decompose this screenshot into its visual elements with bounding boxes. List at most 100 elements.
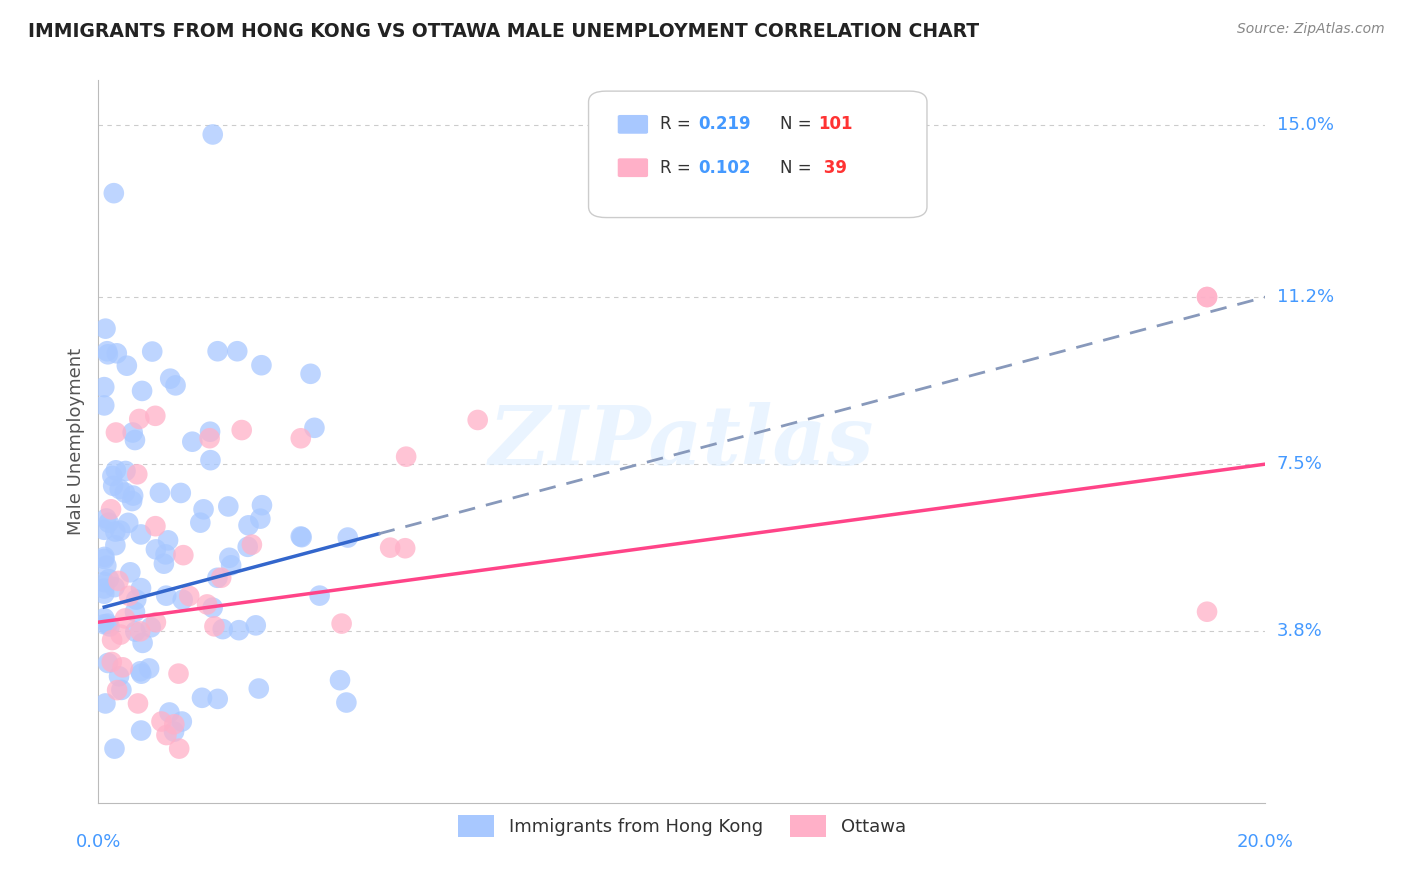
Point	[94, 321, 117, 335]
Point	[105, 683, 128, 698]
Point	[250, 498, 273, 512]
Point	[170, 714, 193, 729]
Point	[145, 615, 167, 630]
Point	[200, 453, 222, 467]
Point	[204, 619, 226, 633]
Text: 11.2%: 11.2%	[1277, 288, 1334, 306]
Point	[118, 589, 141, 603]
Text: 0.219: 0.219	[699, 115, 751, 133]
Point	[129, 624, 152, 639]
Point	[299, 367, 322, 381]
Point	[1195, 290, 1218, 304]
Point	[110, 524, 132, 538]
Point	[110, 682, 132, 697]
Point	[201, 600, 224, 615]
Point	[93, 398, 115, 412]
Point	[179, 589, 201, 603]
Point	[155, 728, 177, 742]
Legend: Immigrants from Hong Kong, Ottawa: Immigrants from Hong Kong, Ottawa	[451, 808, 912, 845]
Point	[97, 516, 120, 530]
Point	[124, 433, 146, 447]
Point	[249, 511, 271, 525]
Point	[167, 666, 190, 681]
Point	[114, 611, 136, 625]
Point	[163, 724, 186, 739]
Point	[104, 425, 127, 440]
Point	[103, 741, 125, 756]
Text: 15.0%: 15.0%	[1277, 117, 1333, 135]
Text: 7.5%: 7.5%	[1277, 455, 1323, 473]
Point	[290, 431, 312, 445]
Point	[97, 572, 120, 586]
Point	[115, 359, 138, 373]
Point	[226, 344, 249, 359]
Point	[104, 538, 127, 552]
Point	[129, 665, 152, 679]
Point	[170, 486, 193, 500]
Point	[103, 580, 125, 594]
Point	[231, 423, 253, 437]
Point	[110, 627, 132, 641]
Point	[141, 344, 163, 359]
Point	[380, 541, 402, 555]
Point	[145, 519, 167, 533]
Point	[172, 548, 194, 562]
Point	[100, 502, 122, 516]
Point	[165, 378, 187, 392]
Text: 0.102: 0.102	[699, 159, 751, 177]
Point	[100, 655, 122, 669]
Point	[96, 511, 118, 525]
Point	[97, 347, 120, 361]
Point	[131, 636, 153, 650]
Text: 39: 39	[818, 159, 848, 177]
Point	[238, 518, 260, 533]
Point	[111, 660, 134, 674]
Point	[193, 502, 215, 516]
Point	[131, 666, 153, 681]
Point	[304, 421, 326, 435]
Text: N =: N =	[780, 159, 817, 177]
Point	[108, 482, 131, 496]
Point	[240, 538, 263, 552]
Point	[153, 557, 176, 571]
Text: R =: R =	[659, 115, 696, 133]
Point	[124, 605, 146, 619]
Point	[150, 714, 173, 729]
Y-axis label: Male Unemployment: Male Unemployment	[66, 348, 84, 535]
Point	[96, 344, 118, 359]
Point	[125, 592, 148, 607]
Point	[101, 469, 124, 483]
Point	[94, 697, 117, 711]
Point	[145, 542, 167, 557]
Point	[159, 372, 181, 386]
Point	[121, 494, 143, 508]
Point	[1195, 290, 1218, 304]
Point	[98, 619, 121, 633]
Point	[121, 425, 143, 440]
Point	[93, 523, 115, 537]
Point	[228, 623, 250, 637]
Point	[129, 527, 152, 541]
Point	[114, 485, 136, 500]
Text: ZIPatlas: ZIPatlas	[489, 401, 875, 482]
Point	[467, 413, 489, 427]
Point	[139, 620, 162, 634]
Point	[198, 425, 221, 439]
Point	[250, 358, 273, 372]
Point	[217, 500, 239, 514]
Point	[329, 673, 352, 688]
Point	[93, 380, 115, 394]
Point	[188, 516, 211, 530]
Point	[122, 489, 145, 503]
Point	[104, 524, 127, 539]
Point	[129, 581, 152, 595]
Point	[127, 697, 149, 711]
Point	[107, 574, 129, 588]
Text: 20.0%: 20.0%	[1237, 833, 1294, 851]
Point	[93, 587, 115, 601]
Point	[93, 617, 115, 632]
Point	[155, 547, 177, 561]
Point	[127, 467, 149, 482]
Point	[131, 384, 153, 398]
Point	[103, 479, 125, 493]
